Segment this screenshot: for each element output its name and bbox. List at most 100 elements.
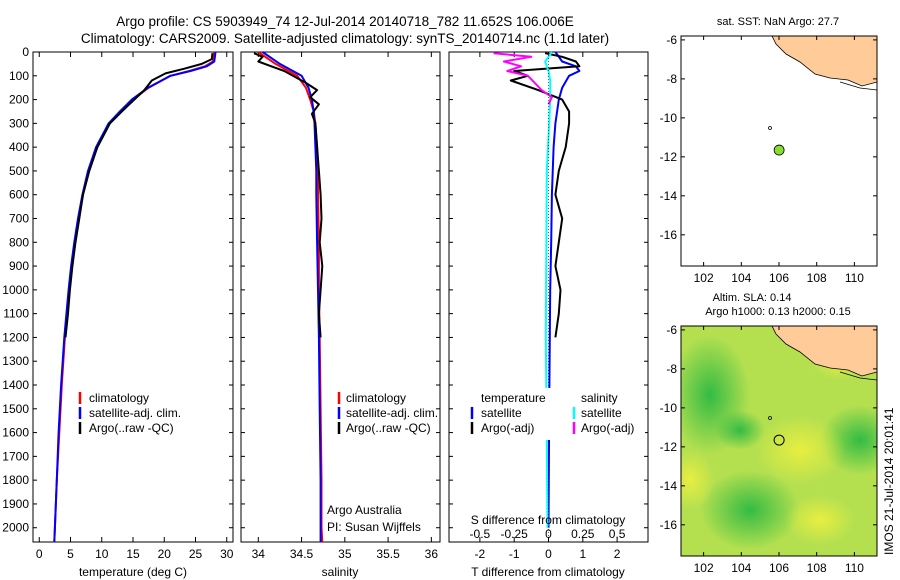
- s-difference-axis: -0.5 -0.25 0 0.25 0.5: [470, 527, 626, 541]
- map-top-title: sat. SST: NaN Argo: 27.7: [717, 16, 839, 28]
- x-tick-label: 0: [36, 547, 43, 561]
- salinity-legend: climatology satellite-adj. clim. Argo(..…: [337, 391, 438, 435]
- header-line1: Argo profile: CS 5903949_74 12-Jul-2014 …: [116, 14, 574, 29]
- x-tick-label: 30: [220, 547, 234, 561]
- map-bottom-axes: 102 104 106 108 110 -6 -8 -10 -12 -14 -16: [660, 323, 877, 575]
- series-line: [509, 52, 581, 338]
- map-y-tick-label: -10: [660, 401, 678, 415]
- series-line: [64, 53, 214, 338]
- x-tick-label: 15: [126, 547, 140, 561]
- s-diff-xlabel: S difference from climatology: [471, 513, 626, 527]
- x-tick-label: 2: [614, 547, 621, 561]
- island-christmas: [768, 126, 772, 130]
- map-y-tick-label: -10: [660, 111, 678, 125]
- sla-blob: [700, 470, 800, 550]
- y-tick-label: 700: [9, 212, 29, 226]
- y-tick-label: 1600: [2, 426, 29, 440]
- s-diff-tick-label: 0.5: [609, 527, 626, 541]
- x-tick-label: -2: [475, 547, 486, 561]
- legend-salinity-header: salinity: [581, 391, 618, 405]
- x-tick-label: -1: [509, 547, 520, 561]
- y-tick-label: 900: [9, 259, 29, 273]
- y-tick-label: 1400: [2, 378, 29, 392]
- s-diff-tick-label: -0.5: [470, 527, 491, 541]
- t-diff-xlabel: T difference from climatology: [471, 565, 625, 579]
- legend-label-sal-satellite: satellite: [581, 406, 622, 420]
- s-diff-tick-label: 0.25: [571, 527, 595, 541]
- map-x-tick-label: 104: [731, 271, 751, 285]
- series-line: [493, 52, 553, 105]
- y-tick-label: 200: [9, 93, 29, 107]
- y-tick-label: 1200: [2, 330, 29, 344]
- map-x-tick-label: 110: [845, 271, 864, 285]
- series-line: [544, 51, 553, 528]
- y-tick-label: 1100: [3, 307, 29, 321]
- temperature-panel-frame: [32, 51, 234, 543]
- temperature-series: [53, 51, 217, 543]
- land-java: [771, 36, 877, 87]
- y-tick-label: 1300: [2, 354, 29, 368]
- series-line: [257, 51, 324, 543]
- legend-label-argo: Argo(..raw -QC): [89, 421, 174, 435]
- series-line: [53, 51, 216, 543]
- y-tick-label: 1800: [2, 473, 29, 487]
- credit-line2: PI: Susan Wijffels: [327, 520, 421, 534]
- y-tick-label: 2000: [2, 521, 29, 535]
- map-x-tick-label: 110: [845, 561, 864, 575]
- salinity-series: [253, 51, 324, 543]
- map-y-tick-label: -8: [666, 362, 677, 376]
- x-tick-label: 1: [579, 547, 586, 561]
- y-tick-label: 1700: [2, 449, 29, 463]
- series-line: [253, 52, 324, 338]
- difference-series: [493, 51, 581, 528]
- x-tick-label: 35: [338, 547, 352, 561]
- series-line: [53, 51, 217, 543]
- y-tick-label: 1500: [2, 402, 29, 416]
- sla-blob: [681, 450, 715, 510]
- s-diff-tick-label: 0: [545, 527, 552, 541]
- salinity-axis: 34 34.5 35 35.5 36: [252, 52, 439, 561]
- land-java: [771, 326, 877, 377]
- map-x-tick-label: 102: [694, 561, 714, 575]
- legend-label-satellite: satellite-adj. clim.: [89, 406, 181, 420]
- map-bottom-content: [681, 326, 877, 556]
- legend-temperature-header: temperature: [481, 391, 546, 405]
- x-tick-label: 36: [425, 547, 439, 561]
- temperature-axis: 0 5 10 15 20 25 30: [36, 52, 234, 561]
- y-tick-label: 1000: [2, 283, 29, 297]
- map-y-tick-label: -8: [666, 72, 677, 86]
- y-tick-label: 300: [9, 116, 29, 130]
- difference-legend-background: [470, 388, 645, 440]
- legend-label-sal-argo: Argo(-adj): [581, 421, 634, 435]
- temperature-xlabel: temperature (deg C): [79, 565, 187, 579]
- salinity-xlabel: salinity: [322, 565, 359, 579]
- legend-label-temp-satellite: satellite: [481, 406, 522, 420]
- series-line: [547, 51, 581, 528]
- map-x-tick-label: 104: [731, 561, 751, 575]
- map-y-tick-label: -12: [660, 440, 678, 454]
- x-tick-label: 0: [545, 547, 552, 561]
- salinity-panel-frame: [240, 51, 441, 543]
- legend-label-temp-argo: Argo(-adj): [481, 421, 534, 435]
- island-christmas: [768, 416, 772, 420]
- map-y-tick-label: -12: [660, 150, 678, 164]
- x-tick-label: 25: [189, 547, 203, 561]
- map-x-tick-label: 108: [807, 561, 827, 575]
- legend-label-argo: Argo(..raw -QC): [346, 421, 431, 435]
- x-tick-label: 34: [252, 547, 266, 561]
- temperature-legend: climatology satellite-adj. clim. Argo(..…: [78, 391, 181, 435]
- legend-label-climatology: climatology: [89, 391, 149, 405]
- y-tick-label: 100: [9, 69, 29, 83]
- x-tick-label: 34.5: [290, 547, 314, 561]
- y-tick-label: 1900: [2, 497, 29, 511]
- y-tick-label: 0: [22, 45, 29, 59]
- coastline-secondary: [839, 81, 877, 91]
- argo-position-marker: [773, 434, 785, 446]
- map-y-tick-label: -14: [660, 479, 678, 493]
- map-y-tick-label: -6: [666, 323, 677, 337]
- x-tick-label: 10: [95, 547, 109, 561]
- map-x-tick-label: 106: [769, 561, 789, 575]
- x-tick-label: 5: [67, 547, 74, 561]
- sla-blob: [715, 410, 765, 450]
